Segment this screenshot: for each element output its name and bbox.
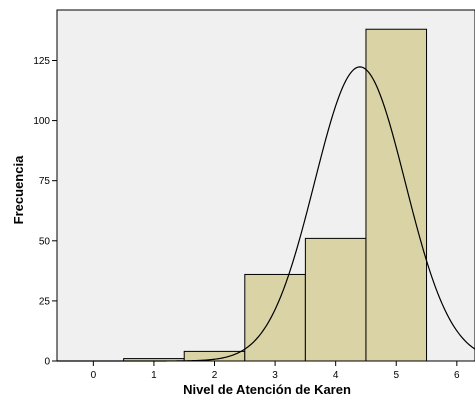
curve-layer [57,66,475,362]
y-tick-label: 125 [33,56,50,67]
y-axis-title: Frecuencia [11,155,26,224]
y-tick-label: 75 [39,176,51,187]
x-axis-title: Nivel de Atención de Karen [183,382,351,397]
normal-curve [57,66,475,362]
y-tick-label: 25 [39,296,51,307]
x-tick-label: 5 [393,370,399,381]
x-tick-label: 4 [333,370,339,381]
histogram-bar [365,28,428,362]
histogram-bar [304,237,367,362]
x-tick-label: 1 [151,370,157,381]
y-tick-label: 50 [39,236,51,247]
y-tick-label: 0 [44,357,50,368]
x-tick-label: 3 [272,370,278,381]
y-tick-label: 100 [33,116,50,127]
x-tick-label: 2 [212,370,218,381]
x-tick-label: 6 [454,370,460,381]
x-axis: 0 1 2 3 4 5 6 [91,361,460,381]
y-axis: 0 25 50 75 100 125 [33,56,57,368]
histogram-bar [244,273,306,362]
x-tick-label: 0 [91,370,97,381]
